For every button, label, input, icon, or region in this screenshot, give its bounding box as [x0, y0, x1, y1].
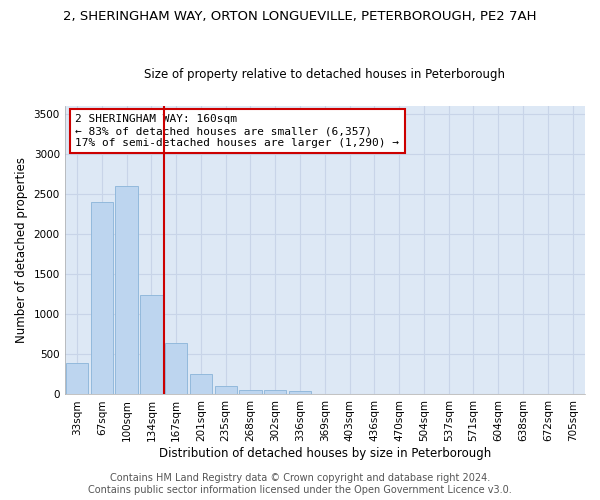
Bar — [264, 390, 286, 394]
Bar — [115, 186, 138, 394]
Title: Size of property relative to detached houses in Peterborough: Size of property relative to detached ho… — [145, 68, 505, 81]
Bar — [190, 374, 212, 394]
Bar — [239, 390, 262, 394]
Bar — [289, 392, 311, 394]
X-axis label: Distribution of detached houses by size in Peterborough: Distribution of detached houses by size … — [159, 447, 491, 460]
Bar — [165, 343, 187, 394]
Text: 2, SHERINGHAM WAY, ORTON LONGUEVILLE, PETERBOROUGH, PE2 7AH: 2, SHERINGHAM WAY, ORTON LONGUEVILLE, PE… — [63, 10, 537, 23]
Text: Contains HM Land Registry data © Crown copyright and database right 2024.
Contai: Contains HM Land Registry data © Crown c… — [88, 474, 512, 495]
Bar — [91, 202, 113, 394]
Bar — [140, 295, 163, 394]
Text: 2 SHERINGHAM WAY: 160sqm
← 83% of detached houses are smaller (6,357)
17% of sem: 2 SHERINGHAM WAY: 160sqm ← 83% of detach… — [75, 114, 399, 148]
Bar — [66, 363, 88, 394]
Bar — [215, 386, 237, 394]
Y-axis label: Number of detached properties: Number of detached properties — [15, 157, 28, 343]
